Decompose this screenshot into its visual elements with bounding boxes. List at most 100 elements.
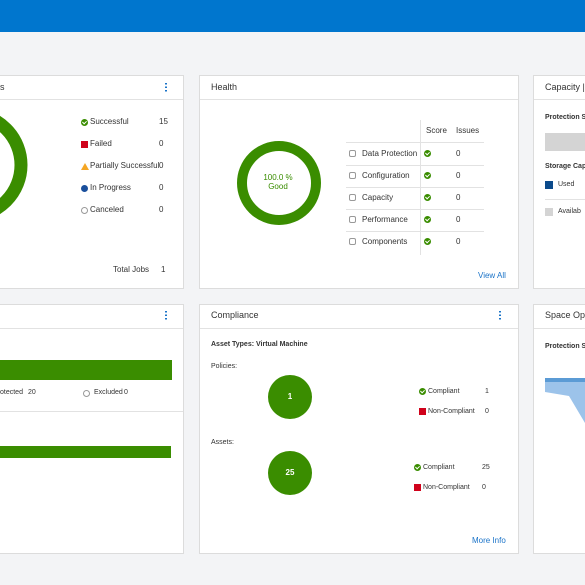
row-icon [349,194,356,201]
used-swatch [545,181,553,189]
capacity-card [533,75,585,289]
count-circle [268,451,312,495]
count-circle [268,375,312,419]
protected-bar [0,360,172,380]
non-compliant-value: 0 [482,484,486,491]
row-issues: 0 [456,237,461,246]
legend-label: Successful [90,117,129,126]
non-compliant-label: Non-Compliant [428,408,475,415]
row-icon [349,172,356,179]
separator [346,209,484,210]
protected-bar [0,446,171,458]
compliant-icon [419,388,426,395]
jobs-card [0,75,184,289]
row-issues: 0 [456,193,461,202]
legend-label: Availab [558,208,581,215]
compliant-icon [414,464,421,471]
top-bar [0,0,585,32]
separator [346,165,484,166]
excluded-icon [83,390,90,397]
score-icon [424,238,431,245]
excluded-label: Excluded [94,389,123,396]
compliance-card [199,304,519,554]
row-label: Performance [362,215,408,224]
funnel [545,378,585,423]
legend-value: 0 [159,139,164,148]
health-card [199,75,519,289]
card-title: s [0,82,5,92]
count-value: 25 [285,468,295,477]
row-issues: 0 [456,149,461,158]
separator [200,328,518,329]
more-info-link[interactable]: More Info [472,536,506,545]
column-header: Issues [456,126,480,135]
row-label: Capacity [362,193,394,202]
card-title: Capacity | [545,82,585,92]
row-label: Configuration [362,171,410,180]
section-label: Protection S [545,343,585,350]
menu[interactable] [499,310,501,320]
total-label: Total Jobs [113,265,150,274]
row-issues: 0 [456,215,461,224]
progress-icon [81,185,88,192]
legend-label: In Progress [90,183,131,192]
protection-card [0,304,184,554]
separator [200,99,518,100]
available-swatch [545,208,553,216]
legend-label: Failed [90,139,112,148]
column-header: Score [426,126,447,135]
space-card [533,304,585,554]
menu[interactable] [165,310,167,320]
legend-value: 0 [159,161,164,170]
score-icon [424,172,431,179]
health-status: Good [268,182,288,191]
compliant-label: Compliant [423,464,455,471]
compliant-label: Compliant [428,388,460,395]
capacity-bar [545,133,585,151]
canceled-icon [81,207,88,214]
score-icon [424,194,431,201]
non-compliant-icon [419,408,426,415]
card-title: Health [211,82,238,92]
jobs-donut [0,115,28,215]
protected-label: otected [0,389,23,396]
health-donut [237,141,321,225]
separator [545,199,585,200]
row-icon [349,238,356,245]
view-all-link[interactable]: View All [478,271,506,280]
non-compliant-label: Non-Compliant [423,484,470,491]
score-icon [424,150,431,157]
warning-icon [81,163,89,170]
legend-value: 0 [159,183,164,192]
total-value: 1 [161,265,166,274]
row-label: Components [362,237,408,246]
separator [0,99,183,100]
compliant-value: 25 [482,464,490,471]
failed-icon [81,141,88,148]
separator [346,142,484,143]
legend-label: Canceled [90,205,124,214]
legend-value: 15 [159,117,168,126]
section-label: Assets: [211,439,234,446]
separator [0,328,183,329]
card-title: Compliance [211,310,259,320]
card-title: Space Opt [545,310,585,320]
section-label: Policies: [211,363,238,370]
non-compliant-icon [414,484,421,491]
health-score: 100.0 % [263,173,293,182]
separator [534,99,585,100]
menu[interactable] [165,82,167,92]
success-icon [81,119,88,126]
count-value: 1 [287,392,293,401]
score-icon [424,216,431,223]
section-label: Protection S [545,114,585,121]
legend-value: 0 [159,205,164,214]
separator [346,231,484,232]
section-label: Storage Cap [545,163,585,170]
separator [0,411,183,412]
row-icon [349,150,356,157]
row-label: Data Protection [362,149,418,158]
separator [534,328,585,329]
row-issues: 0 [456,171,461,180]
